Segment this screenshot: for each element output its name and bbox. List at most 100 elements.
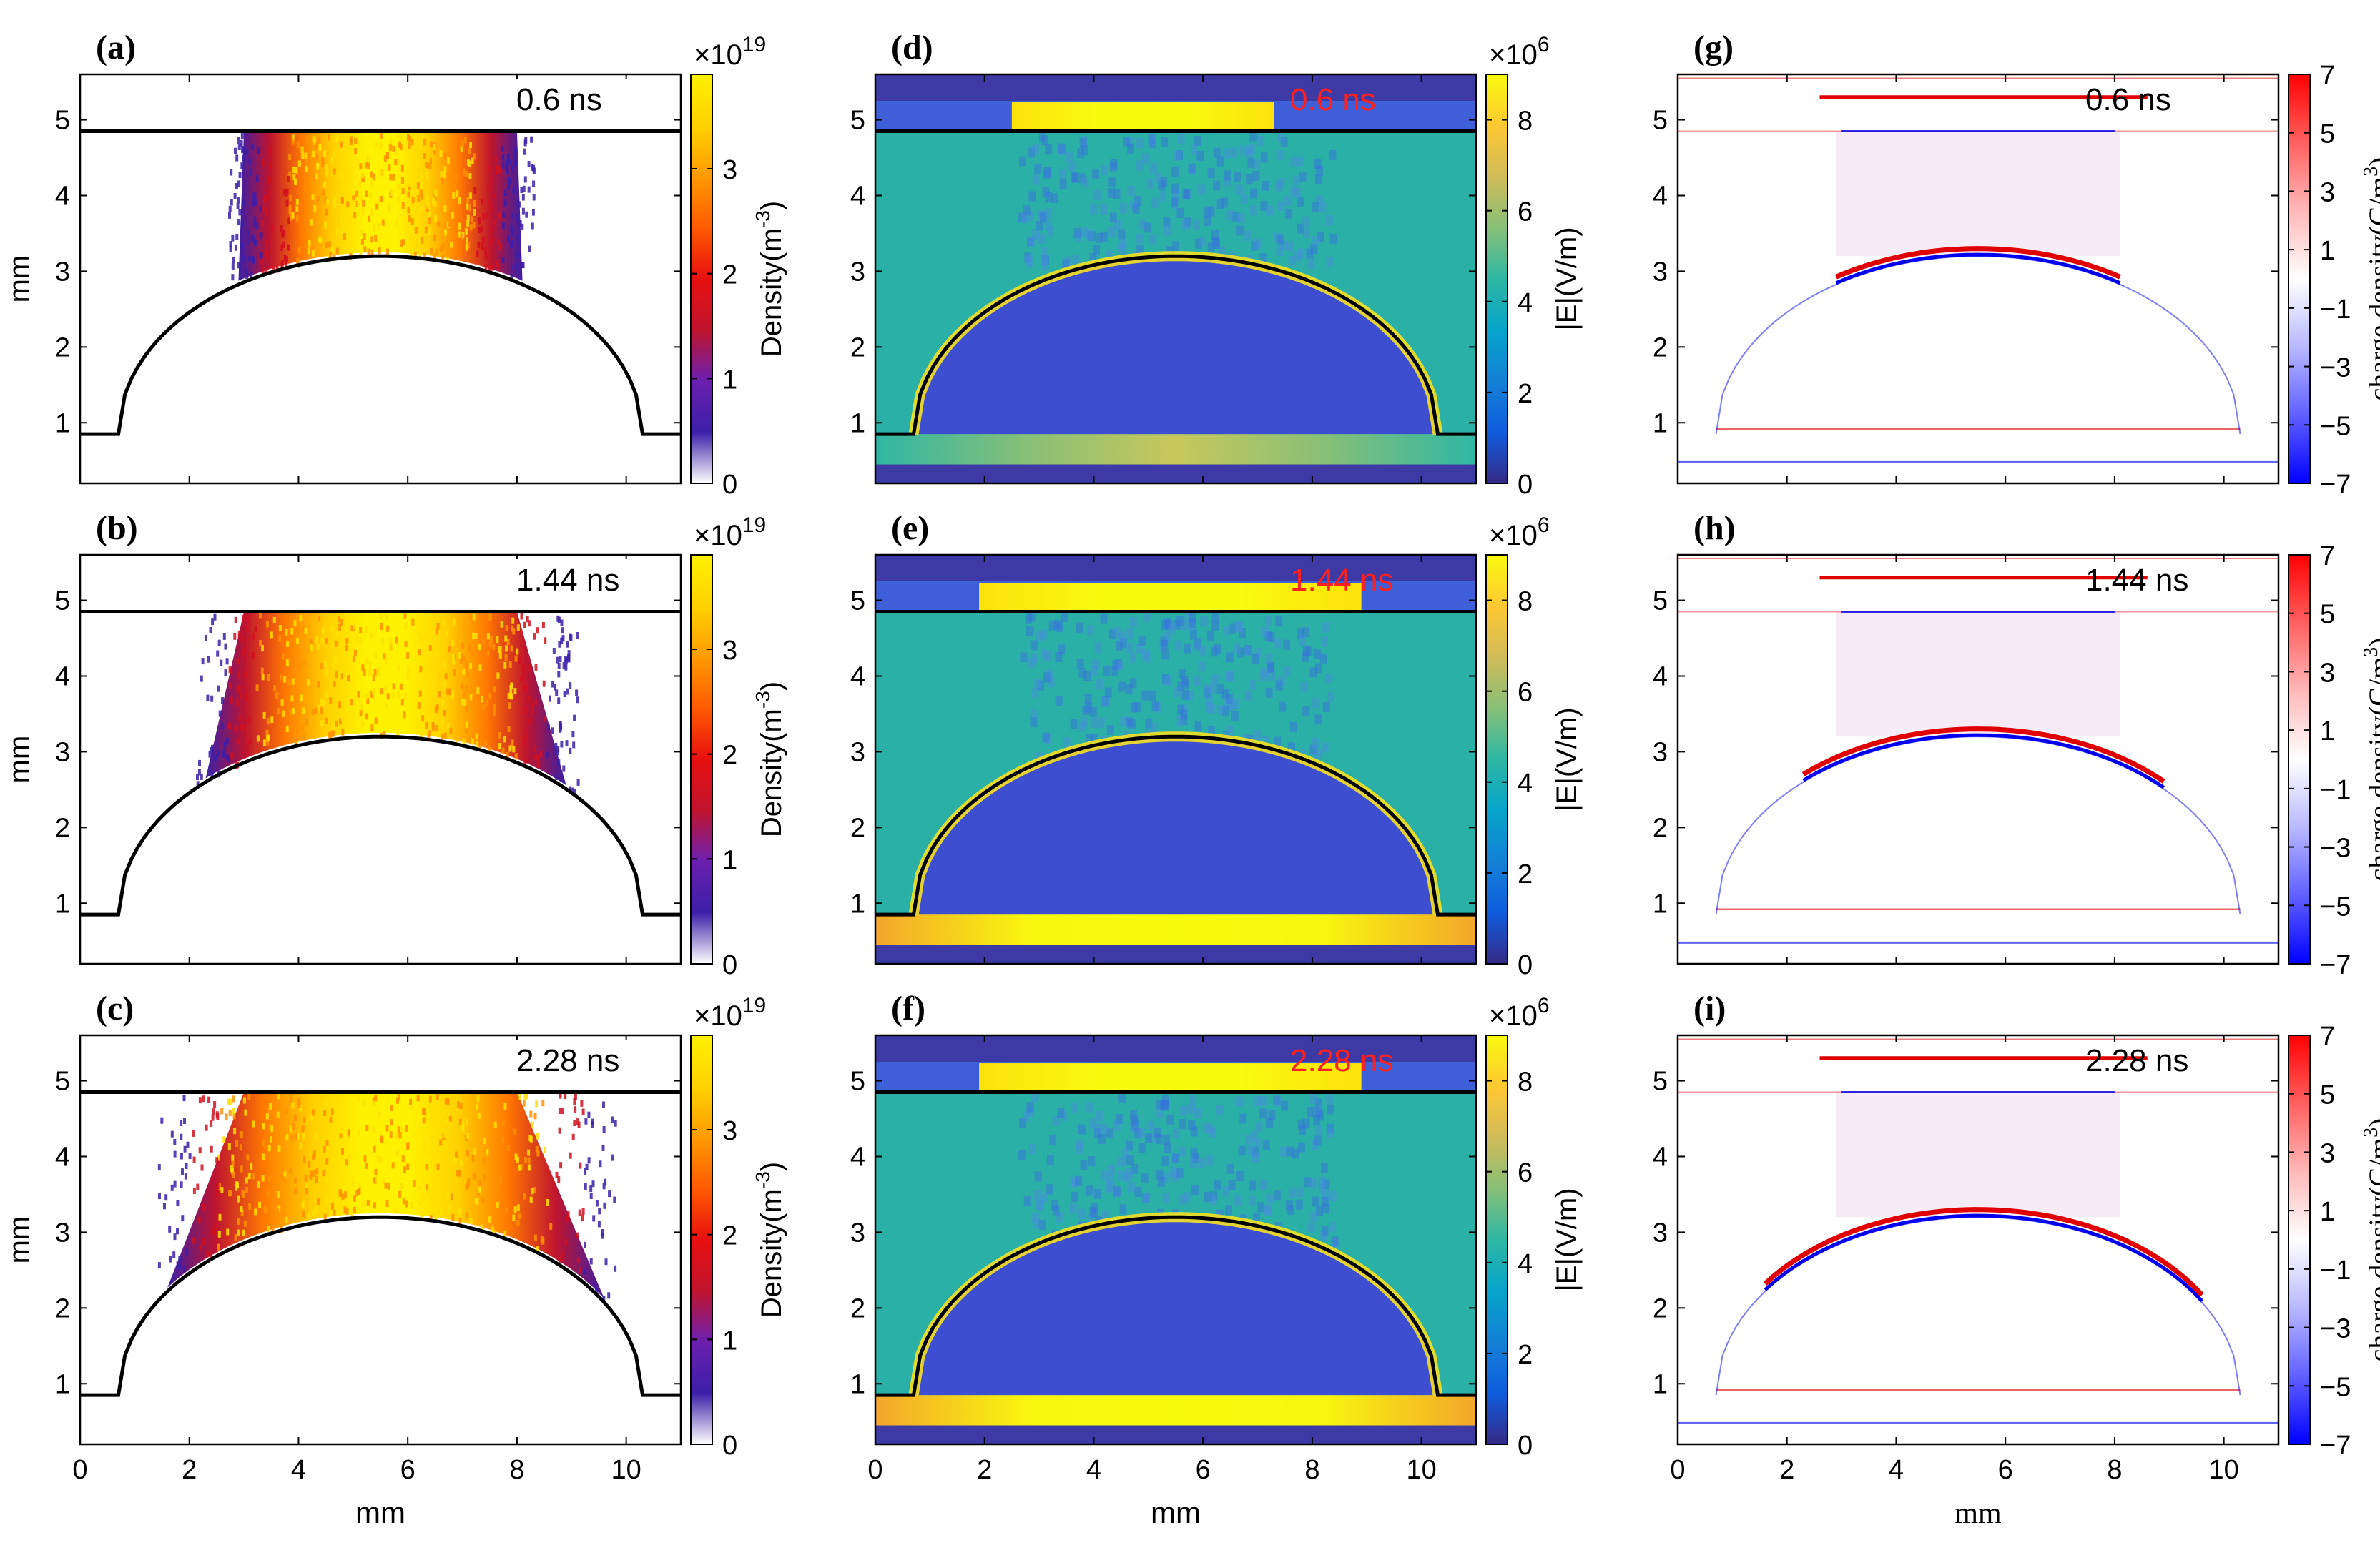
time-label: 2.28 ns — [1290, 1043, 1393, 1078]
colorbar-tick-label: 1 — [2320, 236, 2335, 266]
field-haze — [1020, 611, 1335, 763]
colorbar-label-close: ) — [756, 681, 787, 691]
colorbar-tick-label: −5 — [2320, 892, 2351, 922]
colorbar-label-text: |E|(V/m) — [1551, 227, 1583, 330]
colorbar-exponent: ×106 — [1489, 33, 1550, 71]
bottom-field-bar — [875, 1395, 1476, 1426]
ticks: 1 2 3 4 5 — [850, 74, 1476, 483]
colorbar-tick-label: 6 — [1518, 1158, 1533, 1188]
y-tick-label: 1 — [1653, 1369, 1668, 1399]
y-tick-label: 4 — [1653, 1142, 1668, 1172]
y-tick-label: 2 — [55, 813, 70, 843]
colorbar-tick-label: 5 — [2320, 1080, 2335, 1110]
colorbar-tick-label: 4 — [1518, 288, 1533, 318]
time-label: 1.44 ns — [2085, 563, 2188, 598]
dome-interior — [913, 736, 1438, 915]
field-haze — [1018, 131, 1337, 271]
x-tick-label: 4 — [1086, 1455, 1101, 1485]
colorbar-exponent: ×1019 — [694, 33, 766, 71]
colorbar-tick-label: 6 — [1518, 197, 1533, 227]
plot-area — [80, 555, 681, 964]
dome-positive-layer — [1835, 246, 2121, 280]
panel-label: (c) — [96, 990, 134, 1027]
colorbar-label-text: charge density(C/m — [2363, 177, 2380, 401]
colorbar-gradient — [690, 554, 713, 965]
colorbar-tick-label: 7 — [2320, 541, 2335, 571]
x-tick-label: 4 — [1889, 1455, 1904, 1485]
y-tick-label: 5 — [850, 1067, 865, 1097]
x-tick-label: 0 — [72, 1455, 87, 1485]
colorbar-label: |E|(V/m) — [1551, 1188, 1583, 1291]
panel-b: 1 2 3 4 5 mm (b) 1.44 ns 0 1 2 3 ×1019 Density(m-3) — [4, 509, 787, 980]
colorbar-tick-label: −3 — [2320, 1314, 2351, 1344]
colorbar-tick-label: −5 — [2320, 411, 2351, 441]
colorbar-gradient — [1485, 1035, 1508, 1445]
colorbar-tick-label: 4 — [1518, 1249, 1533, 1279]
dome-electrode — [875, 254, 1476, 436]
colorbar-tick-label: 0 — [722, 950, 737, 980]
time-label: 2.28 ns — [2085, 1043, 2188, 1078]
y-tick-label: 3 — [850, 737, 865, 767]
colorbar-tick-label: 2 — [1518, 1340, 1533, 1370]
plume-speckle — [228, 132, 536, 281]
y-tick-label: 4 — [850, 1142, 865, 1172]
colorbar: 0 1 2 3 ×1019 Density(m-3) — [690, 33, 787, 500]
colorbar-gradient — [690, 1035, 713, 1445]
y-tick-label: 1 — [850, 408, 865, 438]
y-tick-label: 2 — [850, 813, 865, 843]
axes-frame — [79, 1034, 682, 1446]
colorbar-label-superscript: -3 — [752, 1171, 774, 1189]
colorbar-tick-label: 0 — [722, 470, 737, 500]
y-tick-label: 2 — [850, 332, 865, 363]
y-tick-label: 1 — [850, 889, 865, 919]
dome-positive-layer — [1763, 1207, 2204, 1297]
colorbar-tick-label: 8 — [1518, 1068, 1533, 1098]
colorbar-exponent-base: ×10 — [694, 1000, 742, 1032]
panel-label: (f) — [891, 990, 925, 1027]
panel-label: (e) — [891, 509, 929, 547]
plot-area — [875, 555, 1476, 964]
colorbar-label-text: charge density(C/m — [2363, 1138, 2380, 1362]
colorbar-tick-label: 7 — [2320, 61, 2335, 91]
dome-electrode — [80, 1215, 681, 1397]
y-tick-label: 3 — [1653, 737, 1668, 767]
colorbar-gradient — [2288, 554, 2311, 965]
y-tick-label: 5 — [1653, 106, 1668, 136]
x-tick-label: 10 — [611, 1455, 641, 1485]
plot-area — [1678, 1035, 2278, 1444]
y-tick-label: 4 — [55, 661, 70, 691]
y-tick-label: 5 — [850, 586, 865, 616]
y-tick-label: 5 — [55, 586, 70, 616]
y-tick-label: 4 — [55, 181, 70, 211]
y-tick-label: 3 — [55, 1218, 70, 1248]
colorbar-tick-label: 3 — [2320, 658, 2335, 688]
colorbar-exponent-base: ×10 — [694, 520, 742, 551]
colorbar: 0 1 2 3 ×1019 Density(m-3) — [690, 513, 787, 980]
top-field-bar — [979, 1063, 1362, 1091]
colorbar-tick-label: −1 — [2320, 1256, 2351, 1286]
bottom-field-bar — [875, 434, 1476, 465]
panel-a: 1 2 3 4 5 mm (a) 0.6 ns 0 1 2 3 ×1019 Density(m-3) — [4, 29, 787, 500]
axes-frame — [874, 1034, 1477, 1446]
x-tick-label: 8 — [1304, 1455, 1319, 1485]
colorbar-tick-label: 0 — [1518, 950, 1533, 980]
colorbar-tick-label: 6 — [1518, 678, 1533, 708]
x-tick-label: 0 — [1670, 1455, 1685, 1485]
colorbar-tick-label: 8 — [1518, 587, 1533, 617]
top-band — [875, 1035, 1476, 1063]
axes-frame — [79, 73, 682, 485]
panel-g: 1 2 3 4 5 (g) 0.6 ns 7 5 3 1 −1 −3 −5 −7 charge density… — [1653, 29, 2380, 500]
colorbar-label-close: ) — [2363, 1118, 2380, 1128]
y-tick-label: 2 — [850, 1293, 865, 1323]
colorbar-exponent-power: 6 — [1538, 994, 1550, 1017]
y-tick-label: 1 — [55, 1369, 70, 1399]
colorbar-tick-label: −7 — [2320, 1431, 2351, 1461]
axes-frame — [874, 73, 1477, 485]
colorbar-exponent-power: 19 — [742, 994, 766, 1017]
time-label: 1.44 ns — [516, 563, 619, 598]
colorbar-tick-label: 2 — [1518, 379, 1533, 409]
